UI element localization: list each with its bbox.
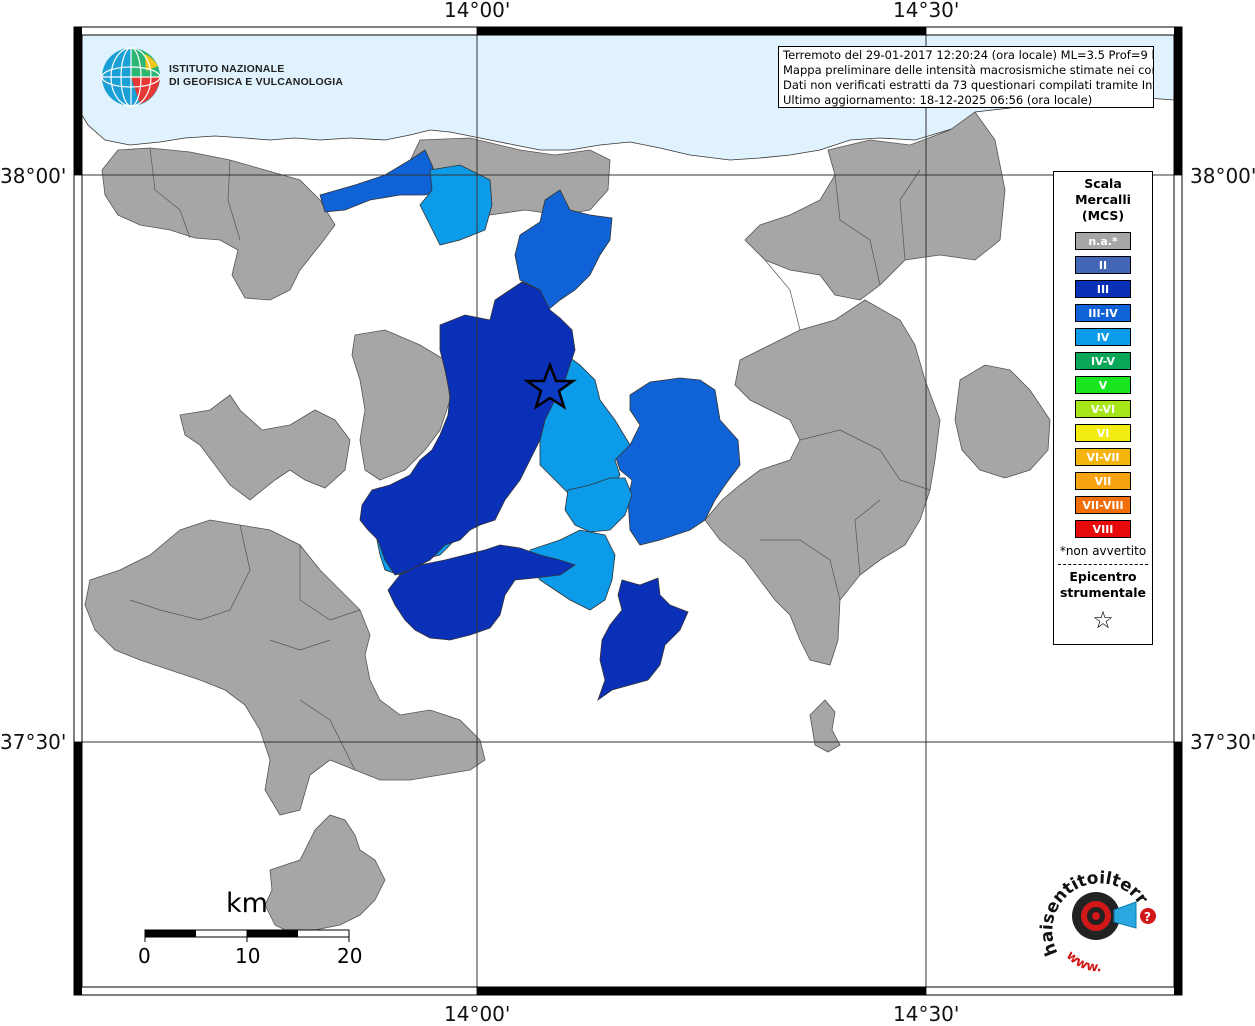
legend-item: VII-VIII [1075,496,1131,514]
legend-item: n.a.* [1075,232,1131,250]
event-info-box: Terremoto del 29-01-2017 12:20:24 (ora l… [778,46,1154,108]
legend-item: II [1075,256,1131,274]
scale-bar [144,929,350,942]
legend-separator [1058,564,1148,565]
institute-name: ISTITUTO NAZIONALE DI GEOFISICA E VULCAN… [169,63,343,89]
coord-left-38-00: 38°00' [0,164,67,188]
legend-item: VI [1075,424,1131,442]
institute-line-1: ISTITUTO NAZIONALE [169,63,285,75]
legend-items: n.a.* II III III-IV IV IV-V V V-VI VI VI-VII VII VI… [1054,232,1152,538]
legend-item: VII [1075,472,1131,490]
intensity-III-areas [359,281,689,702]
event-info-line-4: Ultimo aggiornamento: 18-12-2025 06:56 (… [783,93,1093,107]
intensity-III-IV-areas [319,149,741,546]
coord-right-38-00: 38°00' [1190,164,1255,188]
legend-item: VIII [1075,520,1131,538]
legend-title-line-1: Scala [1084,176,1122,191]
coord-right-37-30: 37°30' [1190,730,1255,754]
coord-bottom-14-00: 14°00' [444,1002,511,1026]
event-info-line-3: Dati non verificati estratti da 73 quest… [783,78,1154,92]
map-frame [73,26,1183,996]
hsit-logo-www-path: www. [1063,948,1102,976]
scale-tick-20: 20 [337,944,363,968]
legend-item: V-VI [1075,400,1131,418]
legend-item: III [1075,280,1131,298]
legend-item: III-IV [1075,304,1131,322]
legend-title-line-2: Mercalli [1075,192,1131,207]
scale-bar-unit: km [226,888,268,919]
hsit-logo: haisentitoilterremoto.it www. ? [1036,858,1156,976]
coord-bottom-14-30: 14°30' [893,1002,960,1026]
legend-epicenter-label: Epicentro strumentale [1054,569,1152,601]
land-not-assessed [84,111,1051,936]
epicenter-star [523,361,577,410]
legend-title: Scala Mercalli (MCS) [1054,176,1152,224]
event-info-line-2: Mappa preliminare delle intensità macros… [783,63,1154,77]
legend-item: IV-V [1075,352,1131,370]
institute-line-2: DI GEOFISICA E VULCANOLOGIA [169,76,344,88]
hsit-megaphone-icon [1113,901,1137,929]
legend-item: V [1075,376,1131,394]
coord-left-37-30: 37°30' [0,730,67,754]
scale-tick-10: 10 [235,944,261,968]
scale-tick-0: 0 [138,944,151,968]
graticule [74,27,1182,995]
mcs-legend: Scala Mercalli (MCS) n.a.* II III III-IV IV I… [1053,171,1153,645]
coord-top-14-30: 14°30' [893,0,960,22]
legend-note: *non avvertito [1059,544,1147,558]
legend-epicenter-line-1: Epicentro [1069,569,1137,584]
hsit-logo-www: www. [1063,948,1102,976]
legend-epicenter-line-2: strumentale [1059,585,1147,600]
coord-top-14-00: 14°00' [444,0,511,22]
legend-item: IV [1075,328,1131,346]
legend-title-line-3: (MCS) [1081,208,1125,223]
commune-boundaries [129,147,931,771]
legend-star-icon: ☆ [1092,606,1114,634]
hsit-question-icon: ? [1144,910,1151,924]
event-info-line-1: Terremoto del 29-01-2017 12:20:24 (ora l… [783,48,1154,62]
ingv-globe-icon [101,47,161,107]
legend-item: VI-VII [1075,448,1131,466]
